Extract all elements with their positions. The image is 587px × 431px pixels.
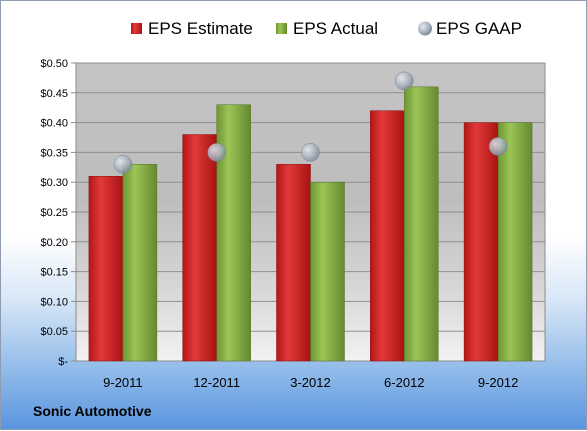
x-tick-label: 9-2012 [478,375,518,390]
company-name: Sonic Automotive [33,403,152,419]
bar-eps-estimate [276,164,311,362]
x-axis-ticks: 9-2011 12-2011 3-2012 6-2012 9-2012 [103,375,518,390]
y-tick-label: $0.35 [40,147,68,159]
bar-eps-actual [310,181,345,362]
gaap-points [113,71,508,174]
y-tick-label: $0.30 [40,177,68,189]
x-tick-label: 12-2011 [193,375,240,390]
bar-eps-actual [216,104,251,362]
legend-label-actual: EPS Actual [293,19,378,38]
y-tick-label: $0.10 [40,296,68,308]
x-tick-label: 3-2012 [290,375,330,390]
bar-eps-estimate [370,110,405,362]
y-tick-label: $0.20 [40,237,68,249]
x-tick-label: 9-2011 [103,375,143,390]
bar-eps-estimate [88,175,124,362]
y-tick-label: $0.25 [40,207,68,219]
bars [88,86,533,362]
y-tick-label: $0.45 [40,88,68,100]
point-eps-gaap [488,137,508,156]
legend-swatch-estimate [131,23,142,34]
bar-eps-estimate [463,122,499,362]
point-eps-gaap [207,143,226,162]
legend-swatch-gaap [418,21,432,36]
legend-swatch-actual [276,23,287,34]
y-tick-label: $0.50 [40,58,68,70]
legend: EPS Estimate EPS Actual EPS GAAP [131,19,522,38]
y-tick-label: $- [58,356,68,368]
y-axis-ticks: $- $0.05 $0.10 $0.15 $0.20 $0.25 $0.30 $0.35 $0.… [40,58,76,368]
y-tick-label: $0.05 [40,326,68,338]
bar-eps-actual [404,86,439,362]
bar-eps-estimate [182,134,217,362]
bar-eps-actual [122,164,158,362]
point-eps-gaap [113,155,133,174]
y-tick-label: $0.40 [40,118,68,130]
legend-label-estimate: EPS Estimate [148,19,253,38]
legend-label-gaap: EPS GAAP [436,19,522,38]
bar-eps-actual [497,122,533,362]
point-eps-gaap [301,143,320,162]
x-tick-label: 6-2012 [384,375,424,390]
point-eps-gaap [395,71,414,91]
y-tick-label: $0.15 [40,267,68,279]
